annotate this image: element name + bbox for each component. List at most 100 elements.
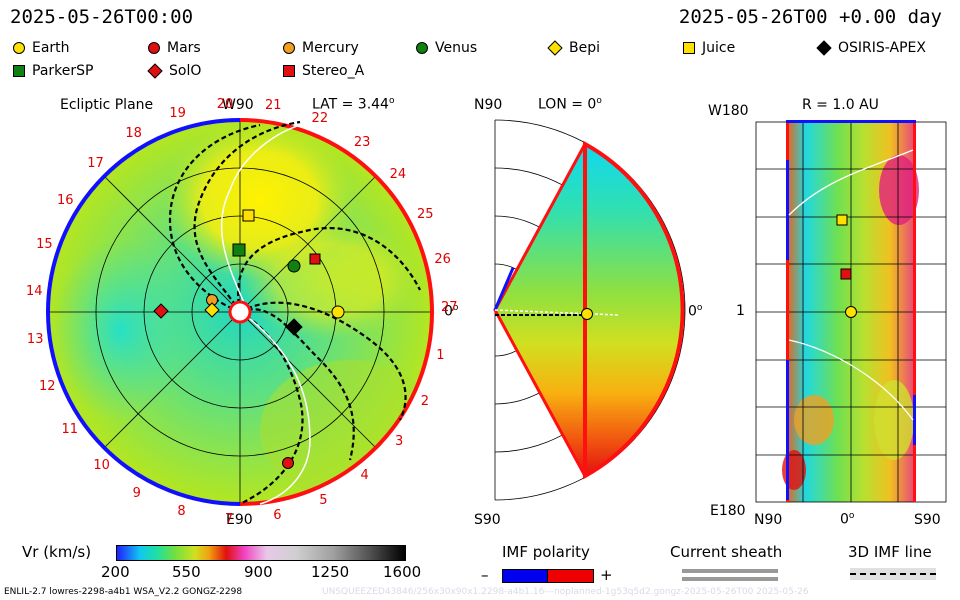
carrington-tick-label: 24 [389,167,407,183]
carrington-tick-label: 17 [87,155,104,171]
ecliptic-bottom-label: E90 [226,512,253,528]
radial-stereo-a-marker[interactable] [840,268,852,280]
carrington-tick-label: 15 [36,236,53,252]
carrington-tick-label: 10 [93,458,110,474]
osiris-apex-marker-icon [816,40,832,56]
legend-label: Bepi [569,40,600,56]
footer-right: UNSQUEEZED43846/256x30x90x1.2298-a4b1.16… [322,587,809,597]
colorbar-tick-200: 200 [101,563,130,581]
sun-icon [228,300,252,324]
radial-map-plot[interactable] [754,120,948,504]
carrington-tick-label: 26 [434,251,451,267]
carrington-tick-label: 23 [353,134,371,150]
earth-marker[interactable] [331,305,345,319]
colorbar-tick-900: 900 [244,563,273,581]
carrington-tick-label: 16 [56,193,74,209]
legend-label: OSIRIS-APEX [838,40,926,56]
meridional-lon-label: LON = 0o [538,96,602,113]
carrington-tick-label: 20 [216,96,234,112]
radial-zero-label: 0o [840,511,855,528]
bepi-marker-icon [547,40,563,56]
legend-venus: Venus [415,40,477,56]
radial-n90-label: N90 [754,512,783,528]
carrington-tick-label: 7 [225,511,234,527]
velocity-colorbar [116,545,406,561]
carrington-tick-label: 6 [273,508,282,524]
legend-label: Mars [167,40,201,56]
meridional-top-label: N90 [474,97,503,113]
carrington-tick-label: 27 [440,299,458,315]
legend-stereo-a: Stereo_A [282,63,364,79]
radial-e180-label: E180 [710,503,746,519]
carrington-tick-label: 9 [132,486,141,502]
legend-earth: Earth [12,40,70,56]
legend-mercury: Mercury [282,40,359,56]
meridional-bottom-label: S90 [474,512,501,528]
radial-w180-label: W180 [708,103,749,119]
colorbar-tick-1600: 1600 [383,563,422,581]
carrington-tick-label: 12 [39,379,56,395]
mars-marker[interactable] [282,457,294,469]
legend-parkersp: ParkerSP [12,63,93,79]
polarity-rim-positive [239,118,434,506]
imf-plus: + [600,566,613,584]
legend-label: Juice [702,40,736,56]
solo-marker[interactable] [153,303,169,319]
ecliptic-lat-label: LAT = 3.44o [312,96,395,113]
radial-s90-label: S90 [914,512,941,528]
venus-marker-icon [416,42,428,54]
stereo-a-marker[interactable] [309,253,321,265]
meridional-plane-plot[interactable] [488,118,688,508]
legend-solo: SolO [147,63,201,79]
juice-marker[interactable] [242,209,255,222]
radial-juice-marker[interactable] [836,214,848,226]
carrington-tick-label: 21 [265,98,282,114]
colorbar-tick-1250: 1250 [311,563,350,581]
legend-label: Stereo_A [302,63,365,79]
ecliptic-title: Ecliptic Plane [60,97,154,113]
ecliptic-top-label: W90 [222,97,254,113]
carrington-tick-label: 19 [169,105,186,121]
imf-line-label: 3D IMF line [848,543,932,561]
ecliptic-right-label: 0o [444,303,459,320]
legend-label: SolO [169,63,202,79]
legend-mars: Mars [147,40,201,56]
mars-marker-icon [148,42,160,54]
radial-earth-marker[interactable] [845,306,857,318]
legend-label: ParkerSP [32,63,94,79]
ecliptic-plane-plot[interactable] [30,100,460,530]
carrington-tick-label: 4 [360,468,369,484]
colorbar-tick-550: 550 [172,563,201,581]
stereo-a-marker-icon [283,65,295,77]
legend-osiris-apex: OSIRIS-APEX [816,40,926,56]
parkersp-marker[interactable] [232,243,246,257]
meridional-earth-marker[interactable] [581,308,593,320]
carrington-tick-label: 3 [394,434,404,450]
timestamp-left: 2025-05-26T00:00 [10,6,194,28]
carrington-tick-label: 1 [436,347,445,363]
current-sheath-swatch-top [682,569,778,573]
legend-juice: Juice [682,40,735,56]
polarity-rim-negative [46,118,241,506]
legend-label: Earth [32,40,70,56]
radial-mid-label: 1 [736,303,745,319]
parkersp-marker-icon [13,65,25,77]
imf-line-swatch [850,568,936,580]
bepi-marker[interactable] [204,302,220,318]
carrington-tick-label: 13 [26,332,44,348]
carrington-tick-label: 14 [25,283,43,299]
polarity-negative-swatch [502,569,548,583]
meridional-polarity-rim [583,140,685,480]
carrington-tick-label: 25 [416,206,434,222]
legend-bepi: Bepi [547,40,600,56]
carrington-tick-label: 18 [125,125,142,141]
body-legend: Earth Mars Mercury Venus Bepi Juice OSIR… [12,40,952,84]
current-sheath-label: Current sheath [670,543,783,561]
solo-marker-icon [147,63,163,79]
carrington-tick-label: 22 [311,111,329,127]
polarity-positive-swatch [547,569,594,583]
carrington-tick-label: 11 [61,421,79,437]
legend-label: Venus [435,40,478,56]
venus-marker[interactable] [287,259,301,273]
osiris-apex-marker[interactable] [285,318,303,336]
